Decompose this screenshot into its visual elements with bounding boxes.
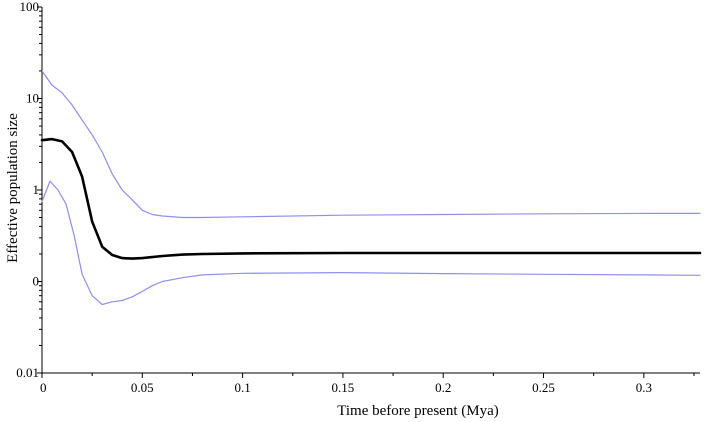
plot-area	[41, 7, 700, 374]
x-tick-label: 0	[40, 380, 47, 395]
y-axis-title: Effective population size	[5, 113, 21, 263]
x-tick-label: 0.05	[131, 380, 154, 395]
x-axis: 0 0.05 0.1 0.15 0.2 0.25 0.3	[40, 373, 695, 395]
y-tick-label: 0	[33, 274, 40, 289]
x-tick-label: 0.1	[234, 380, 250, 395]
series-line-3	[41, 180, 701, 306]
x-tick-label: 0.3	[636, 380, 652, 395]
x-tick-label: 0.15	[332, 380, 355, 395]
series-line-2	[40, 137, 702, 260]
y-tick-label: 1	[33, 182, 40, 197]
x-tick-label: 0.25	[532, 380, 555, 395]
y-tick-label: 10	[26, 91, 39, 106]
x-tick-label: 0.2	[435, 380, 451, 395]
y-axis: 0.01 0 1 10 100	[16, 0, 42, 380]
y-tick-label: 0.01	[16, 365, 39, 380]
y-tick-label: 100	[20, 0, 40, 14]
series-layer	[40, 70, 702, 306]
x-axis-title: Time before present (Mya)	[337, 403, 498, 419]
series-line-1	[41, 70, 701, 219]
